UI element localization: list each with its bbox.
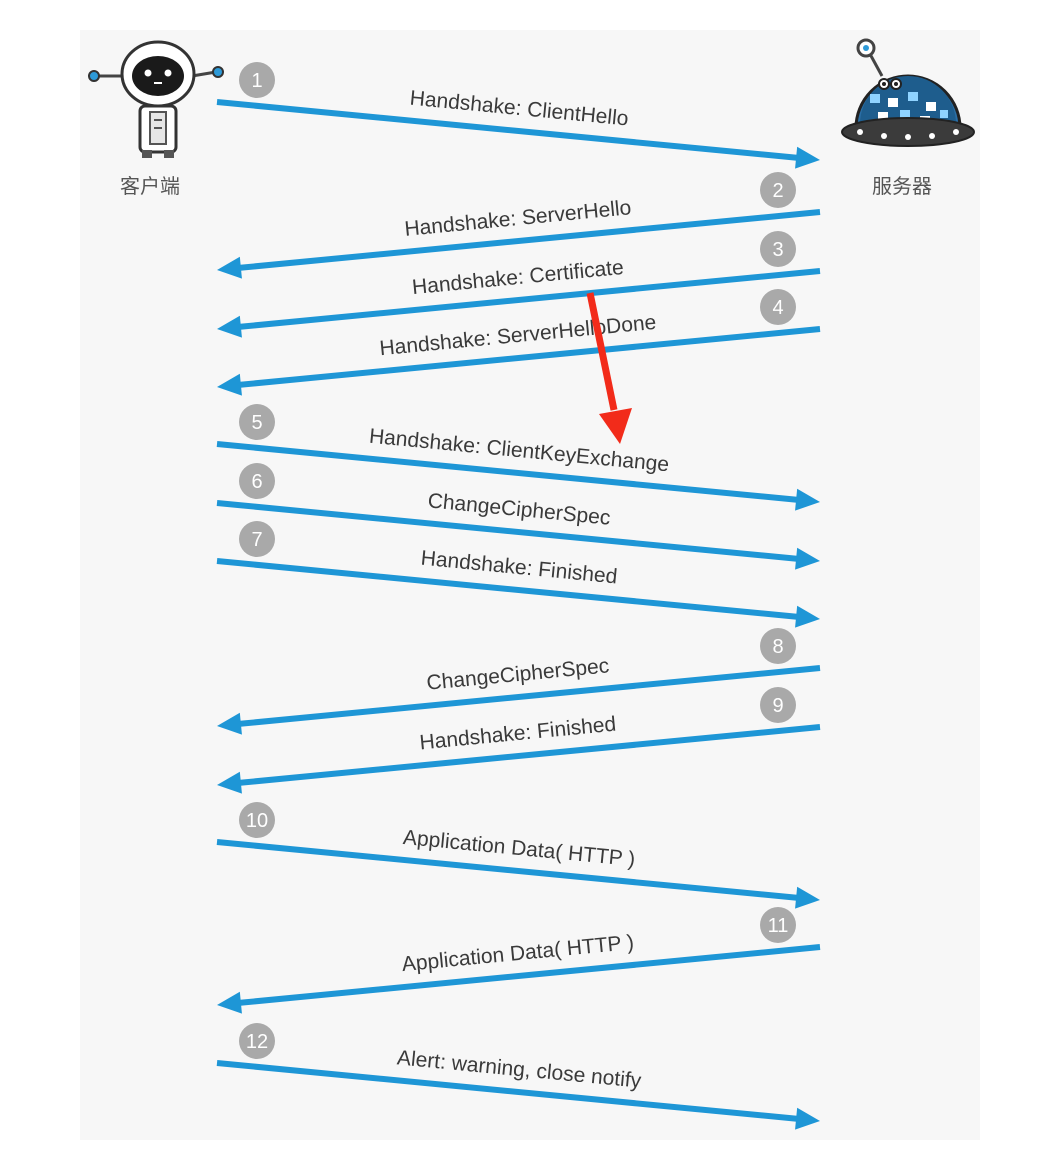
arrowhead-icon bbox=[217, 256, 242, 279]
arrowhead-icon bbox=[217, 315, 242, 338]
red-pointer-arrow-icon bbox=[586, 292, 632, 444]
step-badge bbox=[760, 628, 796, 664]
pointer-shaft bbox=[586, 292, 618, 411]
arrowhead-icon bbox=[795, 1107, 820, 1130]
message-arrow-11: Application Data( HTTP )11 bbox=[217, 907, 821, 1014]
message-label: Handshake: ServerHelloDone bbox=[379, 311, 658, 360]
arrowhead-icon bbox=[795, 547, 820, 570]
step-badge bbox=[760, 172, 796, 208]
step-number: 7 bbox=[251, 529, 262, 551]
step-badge bbox=[760, 231, 796, 267]
arrowhead-icon bbox=[795, 146, 820, 169]
message-arrow-4: Handshake: ServerHelloDone 4 bbox=[217, 289, 821, 396]
step-number: 10 bbox=[246, 810, 268, 832]
arrow-line bbox=[234, 268, 821, 331]
step-badge bbox=[239, 521, 275, 557]
step-badge bbox=[760, 289, 796, 325]
server-label: 服务器 bbox=[872, 174, 932, 198]
step-number: 6 bbox=[251, 471, 262, 493]
pointer-head bbox=[599, 408, 632, 444]
step-badge bbox=[239, 62, 275, 98]
arrow-line bbox=[234, 326, 821, 389]
arrowhead-icon bbox=[795, 488, 820, 511]
step-badge bbox=[239, 404, 275, 440]
step-number: 8 bbox=[772, 636, 783, 658]
robot-server-icon bbox=[841, 38, 975, 147]
arrow-line bbox=[216, 1060, 803, 1123]
arrow-line bbox=[216, 839, 803, 902]
step-number: 3 bbox=[772, 239, 783, 261]
diagram-background bbox=[80, 30, 980, 1140]
arrow-line bbox=[234, 209, 821, 272]
arrow-line bbox=[216, 99, 803, 162]
step-number: 12 bbox=[246, 1031, 268, 1053]
step-number: 5 bbox=[251, 412, 262, 434]
client-label: 客户端 bbox=[120, 174, 180, 198]
arrowhead-icon bbox=[217, 712, 242, 735]
message-arrow-5: Handshake: ClientKeyExchange 5 bbox=[216, 404, 820, 511]
arrow-line bbox=[234, 944, 821, 1007]
arrow-line bbox=[216, 500, 803, 563]
message-arrow-10: Application Data( HTTP )10 bbox=[216, 802, 820, 909]
step-badge bbox=[239, 1023, 275, 1059]
step-number: 2 bbox=[772, 180, 783, 202]
arrow-line bbox=[216, 441, 803, 504]
arrowhead-icon bbox=[795, 605, 820, 628]
arrowhead-icon bbox=[217, 373, 242, 396]
arrow-line bbox=[234, 724, 821, 787]
arrow-line bbox=[216, 558, 803, 621]
robot-client-icon bbox=[88, 40, 224, 158]
step-badge bbox=[239, 463, 275, 499]
step-badge bbox=[760, 687, 796, 723]
arrow-line bbox=[234, 665, 821, 728]
arrowhead-icon bbox=[795, 886, 820, 909]
arrowhead-icon bbox=[217, 991, 242, 1014]
step-number: 11 bbox=[768, 915, 789, 937]
step-badge bbox=[760, 907, 796, 943]
step-number: 4 bbox=[772, 297, 783, 319]
message-label: Handshake: ClientKeyExchange bbox=[368, 425, 670, 477]
step-number: 1 bbox=[251, 70, 262, 92]
arrowhead-icon bbox=[217, 771, 242, 794]
step-badge bbox=[239, 802, 275, 838]
step-number: 9 bbox=[772, 695, 783, 717]
